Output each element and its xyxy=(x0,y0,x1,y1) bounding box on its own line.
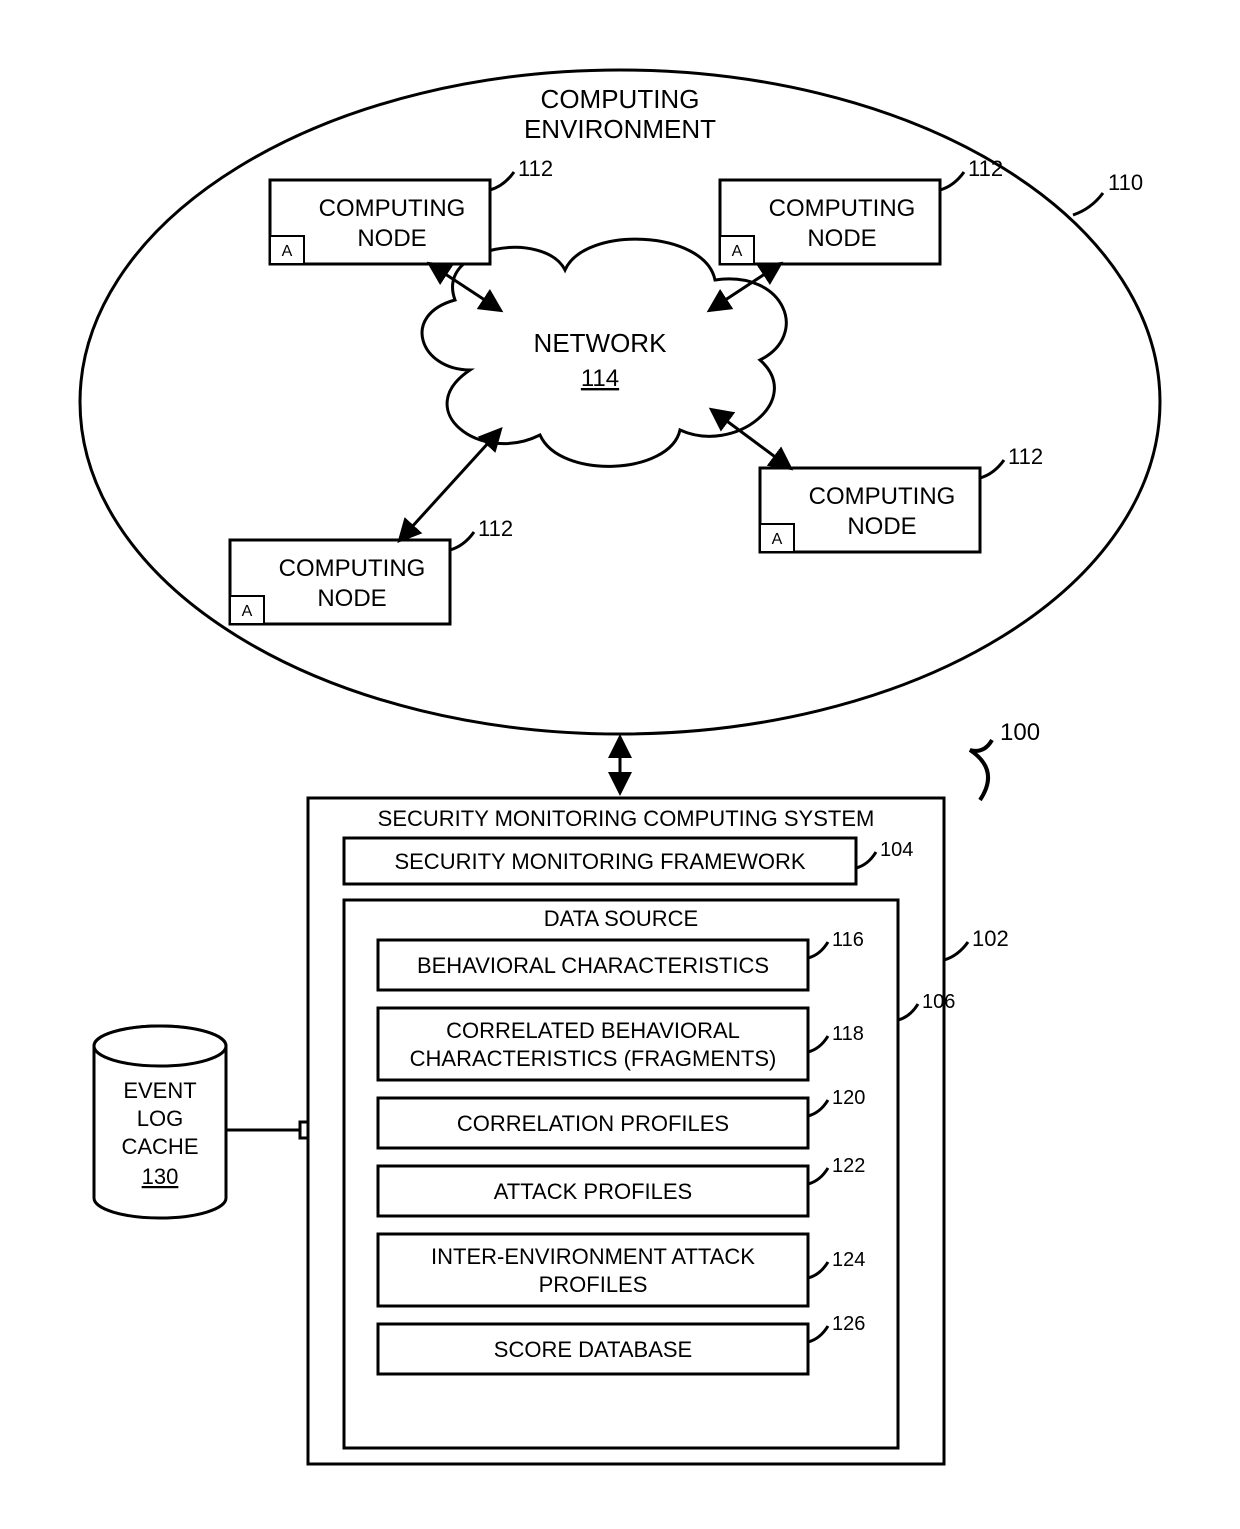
ref-126: 126 xyxy=(832,1313,865,1335)
leader-100 xyxy=(970,740,992,800)
security-system-box: SECURITY MONITORING COMPUTING SYSTEM 102… xyxy=(308,798,1009,1464)
node-tl-l2: NODE xyxy=(357,225,426,252)
ref-120: 120 xyxy=(832,1087,865,1109)
env-title-2: ENVIRONMENT xyxy=(524,114,716,144)
leader-110 xyxy=(1073,193,1103,215)
ds-4b: PROFILES xyxy=(539,1272,648,1297)
ref-104: 104 xyxy=(880,839,913,861)
node-br-l1: COMPUTING xyxy=(809,483,956,510)
node-br-l2: NODE xyxy=(847,513,916,540)
cache-l3: CACHE xyxy=(121,1134,198,1159)
cache-l1: EVENT xyxy=(123,1078,196,1103)
node-top-right: A COMPUTING NODE 112 xyxy=(720,156,1003,264)
system-title: SECURITY MONITORING COMPUTING SYSTEM xyxy=(378,806,875,831)
node-bl-l2: NODE xyxy=(317,585,386,612)
leader-node-tl xyxy=(490,172,514,190)
node-bottom-left: A COMPUTING NODE 112 xyxy=(230,516,513,624)
ref-node-tr: 112 xyxy=(968,156,1003,181)
node-bl-l1: COMPUTING xyxy=(279,555,426,582)
ref-110: 110 xyxy=(1108,170,1143,195)
ds-4a: INTER-ENVIRONMENT ATTACK xyxy=(431,1244,755,1269)
ds-2: CORRELATION PROFILES xyxy=(457,1111,729,1136)
node-tl-l1: COMPUTING xyxy=(319,195,466,222)
ref-124: 124 xyxy=(832,1249,865,1271)
ref-122: 122 xyxy=(832,1155,865,1177)
cache-connector-stub xyxy=(300,1122,308,1138)
leader-102 xyxy=(944,942,968,960)
ds-1a: CORRELATED BEHAVIORAL xyxy=(446,1018,740,1043)
leader-node-br xyxy=(980,460,1004,478)
ds-5: SCORE DATABASE xyxy=(494,1337,692,1362)
cache-ref: 130 xyxy=(142,1164,179,1189)
ds-0: BEHAVIORAL CHARACTERISTICS xyxy=(417,953,769,978)
framework-label: SECURITY MONITORING FRAMEWORK xyxy=(394,849,805,874)
network-ref: 114 xyxy=(581,365,619,392)
node-tr-l2: NODE xyxy=(807,225,876,252)
node-tl-a: A xyxy=(282,243,293,260)
ds-3: ATTACK PROFILES xyxy=(494,1179,692,1204)
node-br-a: A xyxy=(772,531,783,548)
ref-116: 116 xyxy=(832,929,864,951)
leader-node-tr xyxy=(940,172,964,190)
node-tr-l1: COMPUTING xyxy=(769,195,916,222)
ref-100: 100 xyxy=(1000,719,1040,746)
ref-node-br: 112 xyxy=(1008,444,1043,469)
leader-node-bl xyxy=(450,532,474,550)
ds-title: DATA SOURCE xyxy=(544,906,698,931)
ref-118: 118 xyxy=(832,1023,864,1045)
ds-1b: CHARACTERISTICS (FRAGMENTS) xyxy=(410,1046,777,1071)
network-cloud: NETWORK 114 xyxy=(422,239,786,466)
node-bottom-right: A COMPUTING NODE 112 xyxy=(760,444,1043,552)
ref-102: 102 xyxy=(972,926,1009,951)
ref-106: 106 xyxy=(922,991,955,1013)
node-bl-a: A xyxy=(242,603,253,620)
ref-node-bl: 112 xyxy=(478,516,513,541)
ref-node-tl: 112 xyxy=(518,156,553,181)
event-log-cache: EVENT LOG CACHE 130 xyxy=(94,1026,226,1218)
network-label: NETWORK xyxy=(534,328,668,358)
diagram-svg: COMPUTING ENVIRONMENT 110 NETWORK 114 A … xyxy=(0,0,1240,1529)
cache-l2: LOG xyxy=(137,1106,183,1131)
node-tr-a: A xyxy=(732,243,743,260)
env-title-1: COMPUTING xyxy=(541,84,700,114)
